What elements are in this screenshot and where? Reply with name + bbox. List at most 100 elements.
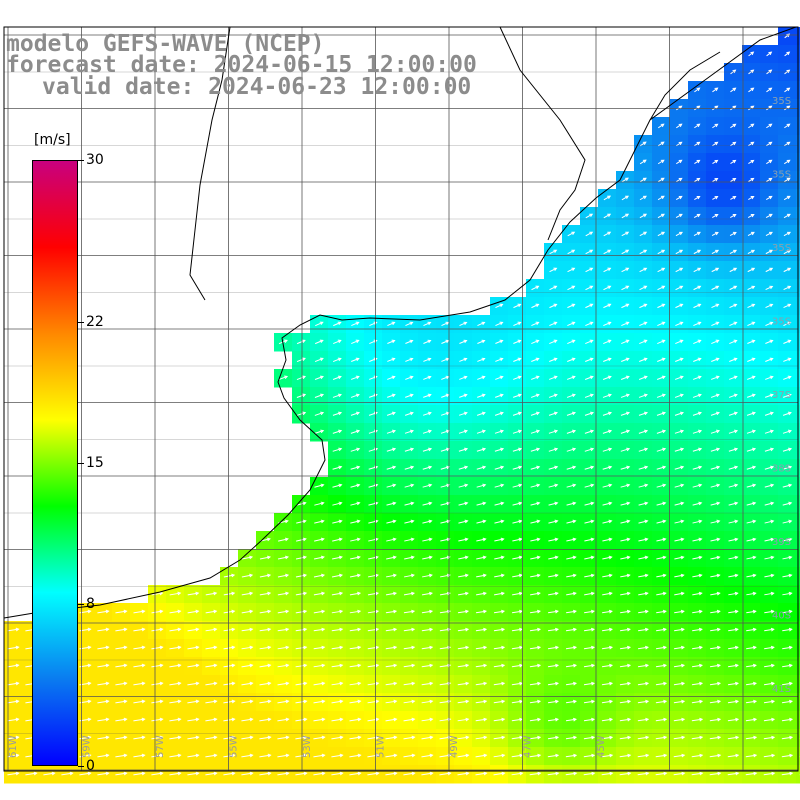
wind-arrow xyxy=(115,717,128,722)
wind-arrow xyxy=(763,681,775,686)
wind-arrow xyxy=(368,555,379,560)
wind-arrow xyxy=(567,339,576,345)
wind-arrow xyxy=(692,609,703,614)
wind-arrow xyxy=(583,681,596,686)
wind-arrow xyxy=(747,267,756,273)
wind-arrow xyxy=(422,483,433,488)
wind-arrow xyxy=(782,447,793,452)
wind-arrow xyxy=(547,717,560,722)
wind-arrow xyxy=(259,717,272,722)
wind-arrow xyxy=(692,483,703,488)
wind-arrow xyxy=(585,303,594,309)
wind-arrow xyxy=(513,357,522,362)
wind-arrow xyxy=(674,555,685,560)
wind-arrow xyxy=(603,231,612,237)
wind-arrow xyxy=(585,285,594,291)
wind-arrow xyxy=(494,447,505,452)
wind-arrow xyxy=(710,609,721,614)
wind-arrow xyxy=(675,321,684,327)
wind-arrow xyxy=(385,771,398,776)
wind-arrow xyxy=(620,627,631,632)
wind-arrow xyxy=(548,447,559,452)
wind-arrow xyxy=(765,285,774,291)
wind-arrow xyxy=(43,771,56,776)
wind-arrow xyxy=(783,321,792,327)
latitude-label: 35S xyxy=(772,96,791,107)
wind-arrow xyxy=(766,141,773,147)
wind-arrow xyxy=(169,591,182,596)
wind-arrow xyxy=(205,771,218,776)
wind-arrow xyxy=(458,411,468,416)
wind-arrow xyxy=(314,339,324,345)
wind-arrow xyxy=(584,591,595,596)
longitude-label: 47W xyxy=(523,735,534,758)
wind-arrow xyxy=(403,735,416,740)
wind-arrow xyxy=(638,429,649,434)
wind-arrow xyxy=(133,771,146,776)
wind-arrow xyxy=(601,771,614,776)
wind-arrow xyxy=(440,501,451,506)
wind-arrow xyxy=(151,735,164,740)
wind-arrow xyxy=(727,771,740,776)
wind-arrow xyxy=(475,591,487,596)
wind-arrow xyxy=(331,753,344,758)
wind-arrow xyxy=(387,357,396,362)
wind-arrow xyxy=(277,609,290,614)
wind-arrow xyxy=(710,645,721,650)
wind-arrow xyxy=(331,735,344,740)
wind-arrow xyxy=(295,555,307,560)
wind-arrow xyxy=(637,753,650,758)
wind-arrow xyxy=(403,627,416,632)
wind-arrow xyxy=(476,555,487,560)
wind-arrow xyxy=(421,591,433,596)
wind-arrow xyxy=(584,573,595,578)
wind-arrow xyxy=(458,537,469,542)
wind-arrow xyxy=(602,501,613,506)
wind-arrow xyxy=(494,501,505,506)
wind-arrow xyxy=(603,285,612,291)
wind-arrow xyxy=(565,753,578,758)
wind-arrow xyxy=(657,159,665,165)
longitude-label: 49W xyxy=(449,735,460,758)
wind-arrow xyxy=(656,429,667,434)
wind-arrow xyxy=(730,213,737,218)
wind-arrow xyxy=(332,375,342,380)
wind-arrow xyxy=(350,375,360,380)
wind-arrow xyxy=(639,231,648,237)
wind-arrow xyxy=(493,735,506,740)
wind-arrow xyxy=(350,501,361,506)
wind-arrow xyxy=(169,645,182,650)
wind-arrow xyxy=(673,735,686,740)
wind-arrow xyxy=(241,663,254,668)
wind-arrow xyxy=(513,375,522,380)
wind-arrow xyxy=(493,753,506,758)
wind-arrow xyxy=(764,447,775,452)
wind-arrow xyxy=(494,483,505,488)
wind-arrow xyxy=(187,681,200,686)
wind-arrow xyxy=(710,537,721,542)
wind-arrow xyxy=(638,555,649,560)
wind-arrow xyxy=(693,213,701,218)
wind-arrow xyxy=(458,483,469,488)
wind-arrow xyxy=(638,447,649,452)
wind-arrow xyxy=(277,699,290,704)
wind-arrow xyxy=(655,771,668,776)
wind-arrow xyxy=(784,87,791,93)
wind-arrow xyxy=(709,681,722,686)
wind-arrow xyxy=(277,663,290,668)
wind-arrow xyxy=(97,663,110,668)
longitude-label: 55W xyxy=(229,735,240,758)
wind-arrow xyxy=(331,609,344,614)
wind-arrow xyxy=(763,699,776,704)
wind-arrow xyxy=(693,285,702,291)
wind-arrow xyxy=(783,249,792,255)
wind-arrow xyxy=(223,735,236,740)
wind-arrow xyxy=(529,627,542,632)
wind-arrow xyxy=(746,393,756,398)
wind-arrow xyxy=(475,771,488,776)
wind-arrow xyxy=(332,501,343,506)
wind-arrow xyxy=(691,681,704,686)
wind-arrow xyxy=(766,177,773,183)
wind-arrow xyxy=(675,303,684,309)
wind-arrow xyxy=(241,627,254,632)
